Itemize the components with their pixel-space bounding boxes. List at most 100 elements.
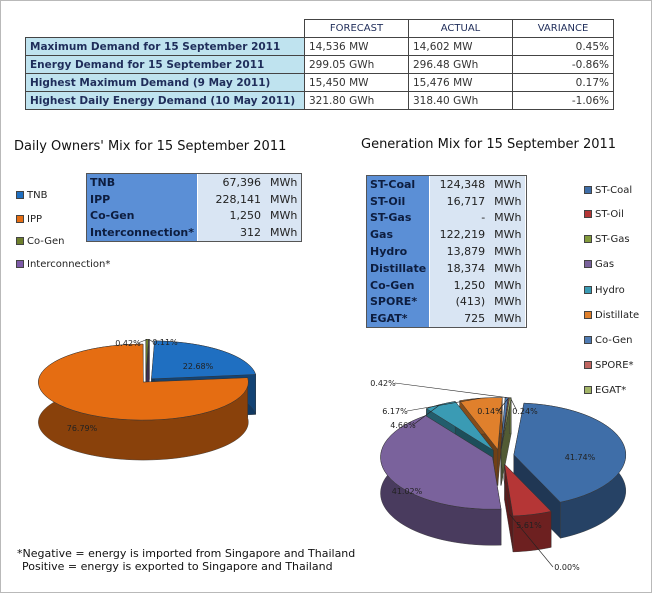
pie-data-label: 41.02%	[392, 487, 423, 496]
gen-unit: MWh	[488, 276, 526, 294]
pie-leader-line	[137, 339, 148, 344]
summary-header-forecast: FORECAST	[304, 19, 409, 38]
gen-name: ST-Oil	[367, 192, 431, 210]
pie-data-label: 76.79%	[67, 424, 98, 433]
pie-leader-line	[497, 397, 510, 412]
legend-swatch	[16, 237, 24, 245]
legend-swatch	[16, 260, 24, 268]
owners-name: TNB	[87, 174, 198, 191]
legend-swatch	[584, 286, 592, 294]
owners-table-box: TNB 67,396 MWh IPP 228,141 MWh Co-Gen 1,250 MW…	[86, 173, 303, 243]
pie-slice-side	[512, 511, 552, 553]
pie-leader-line	[412, 404, 441, 426]
legend-label: Co-Gen	[27, 236, 65, 247]
table-row: Gas 122,219 MWh	[367, 226, 526, 244]
summary-header-row: FORECAST ACTUAL VARIANCE	[25, 19, 614, 38]
pie-data-label: 0.11%	[152, 338, 178, 347]
table-row: TNB 67,396 MWh	[87, 174, 301, 191]
summary-header-variance: VARIANCE	[512, 19, 614, 38]
table-row: ST-Gas - MWh	[367, 209, 526, 227]
legend-item: Co-Gen	[16, 236, 65, 247]
pie-leader-line	[510, 397, 518, 412]
gen-name: SPORE*	[367, 293, 431, 311]
gen-value: 1,250	[429, 276, 489, 294]
pie-leader-line	[509, 514, 554, 568]
row-forecast: 14,536 MW	[304, 37, 409, 56]
legend-label: EGAT*	[595, 385, 627, 396]
pie-data-label: 0.00%	[554, 563, 580, 572]
legend-label: ST-Gas	[595, 234, 630, 245]
table-row: Highest Daily Energy Demand (10 May 2011…	[25, 91, 614, 110]
summary-table: FORECAST ACTUAL VARIANCE Maximum Demand …	[25, 19, 614, 110]
row-actual: 318.40 GWh	[408, 91, 513, 110]
pie-leader-line	[394, 382, 507, 398]
pie-slice-st-oil	[504, 463, 552, 517]
owners-unit: MWh	[263, 174, 301, 191]
row-variance: -0.86%	[512, 55, 614, 74]
generation-table: ST-Coal 124,348 MWh ST-Oil 16,717 MWh ST-Gas…	[367, 176, 526, 328]
table-row: Co-Gen 1,250 MWh	[87, 207, 301, 225]
row-actual: 296.48 GWh	[408, 55, 513, 74]
pie-data-label: 41.74%	[565, 453, 596, 462]
legend-swatch	[16, 191, 24, 199]
gen-unit: MWh	[488, 243, 526, 260]
table-row: Co-Gen 1,250 MWh	[367, 276, 526, 294]
table-row: Distillate 18,374 MWh	[367, 259, 526, 277]
legend-item: Interconnection*	[16, 259, 110, 270]
pie-slice-tnb	[151, 340, 257, 380]
gen-name: ST-Gas	[367, 209, 431, 227]
table-row: ST-Oil 16,717 MWh	[367, 192, 526, 210]
table-row: Hydro 13,879 MWh	[367, 243, 526, 260]
legend-swatch	[584, 210, 592, 218]
row-label: Energy Demand for 15 September 2011	[25, 55, 305, 74]
legend-item: SPORE*	[584, 360, 634, 371]
legend-swatch	[584, 260, 592, 268]
row-label: Maximum Demand for 15 September 2011	[25, 37, 305, 56]
gen-unit: MWh	[488, 192, 526, 210]
gen-value: 13,879	[429, 243, 489, 260]
summary-header-actual: ACTUAL	[408, 19, 513, 38]
legend-label: ST-Oil	[595, 209, 624, 220]
legend-item: Co-Gen	[584, 335, 633, 346]
owners-mix-title: Daily Owners' Mix for 15 September 2011	[14, 139, 287, 154]
row-label: Highest Daily Energy Demand (10 May 2011…	[25, 91, 305, 110]
legend-item: ST-Oil	[584, 209, 624, 220]
gen-value: -	[429, 209, 489, 227]
row-actual: 14,602 MW	[408, 37, 513, 56]
owners-value: 67,396	[197, 174, 264, 191]
gen-value: 122,219	[429, 226, 489, 244]
table-row: Highest Maximum Demand (9 May 2011) 15,4…	[25, 73, 614, 92]
legend-swatch	[584, 311, 592, 319]
gen-name: Distillate	[367, 259, 431, 277]
pie-data-label: 22.68%	[183, 362, 214, 371]
legend-item: IPP	[16, 214, 42, 225]
gen-value: 725	[429, 310, 489, 328]
legend-swatch	[584, 361, 592, 369]
owners-unit: MWh	[263, 207, 301, 225]
pie-slice-ipp	[38, 343, 249, 421]
pie-data-label: 5.61%	[516, 521, 542, 530]
table-row: IPP 228,141 MWh	[87, 190, 301, 208]
table-row: SPORE* (413) MWh	[367, 293, 526, 311]
pie-data-label: 0.14%	[477, 407, 503, 416]
legend-swatch	[584, 235, 592, 243]
gen-name: ST-Coal	[367, 176, 431, 193]
pie-slice-st-coal	[513, 402, 627, 503]
row-forecast: 321.80 GWh	[304, 91, 409, 110]
gen-unit: MWh	[488, 259, 526, 277]
gen-name: Hydro	[367, 243, 431, 260]
gen-unit: MWh	[488, 209, 526, 227]
pie-slice-distillate	[459, 397, 503, 451]
table-row: Interconnection* 312 MWh	[87, 224, 301, 242]
pie-leader-line	[148, 339, 154, 343]
pie-slice-st-gas	[500, 462, 510, 515]
legend-swatch	[16, 215, 24, 223]
owners-name: IPP	[87, 190, 198, 208]
gen-name: EGAT*	[367, 310, 431, 328]
owners-value: 228,141	[197, 190, 264, 208]
row-forecast: 15,450 MW	[304, 73, 409, 92]
generation-pie-chart: 41.74% 5.61% 0.00% 41.02% 4.66% 6.17% 0.42% 0.1…	[370, 379, 627, 572]
row-variance: 0.45%	[512, 37, 614, 56]
owners-name: Co-Gen	[87, 207, 198, 225]
legend-item: Hydro	[584, 285, 625, 296]
